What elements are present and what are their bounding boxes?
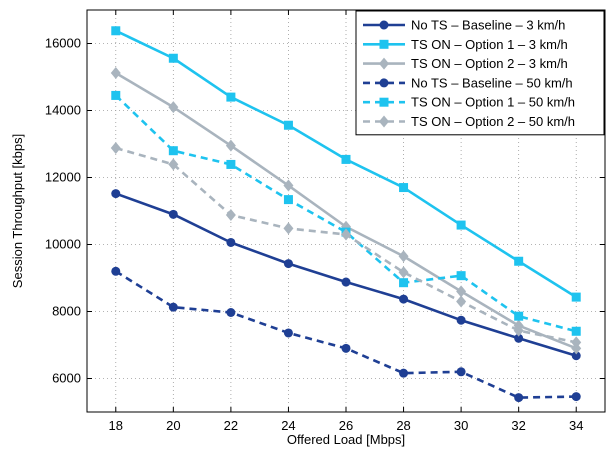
x-tick-label: 24 <box>281 418 295 433</box>
legend-item: TS ON – Option 2 – 3 km/h <box>363 56 568 71</box>
x-tick-label: 18 <box>109 418 123 433</box>
data-point <box>111 90 121 100</box>
data-point <box>225 139 236 152</box>
data-point <box>168 53 178 63</box>
data-point <box>341 228 351 241</box>
legend-marker <box>379 97 389 107</box>
series-layer <box>110 26 582 403</box>
legend-box <box>355 10 605 136</box>
data-point <box>514 311 524 321</box>
x-tick-label: 34 <box>569 418 583 433</box>
legend-item: TS ON – Option 1 – 3 km/h <box>363 37 568 52</box>
data-point <box>456 295 467 308</box>
data-point <box>168 158 179 171</box>
legend-label: No TS – Baseline – 3 km/h <box>411 18 565 33</box>
data-point <box>571 326 581 336</box>
data-point <box>341 154 351 164</box>
data-point <box>283 222 294 235</box>
data-point <box>513 324 524 337</box>
y-tick-label: 16000 <box>45 36 81 51</box>
data-point <box>283 259 293 269</box>
data-point <box>168 101 179 114</box>
legend-label: TS ON – Option 2 – 3 km/h <box>411 56 568 71</box>
x-tick-label: 22 <box>224 418 238 433</box>
data-point <box>571 342 582 355</box>
data-point <box>456 220 466 230</box>
data-point <box>571 351 581 361</box>
legend-marker <box>379 115 389 128</box>
data-point <box>110 142 121 155</box>
data-point <box>398 266 409 279</box>
data-point <box>110 66 121 79</box>
data-point <box>283 179 294 192</box>
ticks: 18 20 22 24 26 28 30 32 34 6000 8000 10000 12000 1400… <box>45 10 605 433</box>
data-point <box>514 333 524 343</box>
x-tick-label: 20 <box>166 418 180 433</box>
legend-label: TS ON – Option 1 – 50 km/h <box>411 95 575 110</box>
data-point <box>111 189 121 199</box>
data-point <box>168 302 178 312</box>
data-point <box>398 250 409 263</box>
x-tick-label: 28 <box>396 418 410 433</box>
data-point <box>283 328 293 338</box>
legend-item: No TS – Baseline – 50 km/h <box>363 75 573 90</box>
x-tick-label: 30 <box>454 418 468 433</box>
data-point <box>168 209 178 219</box>
data-point <box>111 26 121 36</box>
data-point <box>399 278 409 288</box>
data-point <box>456 315 466 325</box>
legend-item: TS ON – Option 2 – 50 km/h <box>363 114 575 129</box>
series-3 <box>110 66 582 355</box>
legend: No TS – Baseline – 3 km/h TS ON – Option … <box>355 10 605 136</box>
data-point <box>571 292 581 302</box>
data-point <box>283 195 293 205</box>
data-point <box>571 336 582 349</box>
y-tick-label: 8000 <box>52 304 81 319</box>
data-point <box>399 183 409 193</box>
data-point <box>456 367 466 377</box>
y-tick-label: 12000 <box>45 170 81 185</box>
legend-marker <box>379 78 389 88</box>
y-tick-label: 6000 <box>52 371 81 386</box>
x-tick-label: 26 <box>339 418 353 433</box>
data-point <box>226 308 236 318</box>
data-point <box>226 237 236 247</box>
data-point <box>456 285 467 298</box>
data-point <box>111 266 121 276</box>
data-point <box>226 159 236 169</box>
series-4 <box>111 266 581 403</box>
data-point <box>514 256 524 266</box>
legend-marker <box>379 57 389 70</box>
data-point <box>226 92 236 102</box>
x-tick-label: 32 <box>511 418 525 433</box>
legend-label: TS ON – Option 2 – 50 km/h <box>411 114 575 129</box>
series-1 <box>111 189 581 361</box>
series-2 <box>111 26 581 302</box>
legend-label: No TS – Baseline – 50 km/h <box>411 75 573 90</box>
data-point <box>283 120 293 130</box>
legend-item: No TS – Baseline – 3 km/h <box>363 18 565 33</box>
data-point <box>399 294 409 304</box>
data-point <box>341 343 351 353</box>
data-point <box>399 368 409 378</box>
data-point <box>571 392 581 402</box>
data-point <box>341 277 351 287</box>
y-tick-label: 14000 <box>45 103 81 118</box>
x-axis-title: Offered Load [Mbps] <box>287 432 405 447</box>
y-axis-title: Session Throughput [kbps] <box>10 134 25 288</box>
data-point <box>514 393 524 403</box>
legend-item: TS ON – Option 1 – 50 km/h <box>363 95 575 110</box>
legend-label: TS ON – Option 1 – 3 km/h <box>411 37 568 52</box>
data-point <box>168 146 178 156</box>
legend-marker <box>379 39 389 49</box>
data-point <box>456 271 466 281</box>
series-line <box>114 94 577 333</box>
y-tick-label: 10000 <box>45 237 81 252</box>
legend-marker <box>379 20 389 30</box>
series-6 <box>110 142 582 349</box>
data-point <box>225 209 236 222</box>
